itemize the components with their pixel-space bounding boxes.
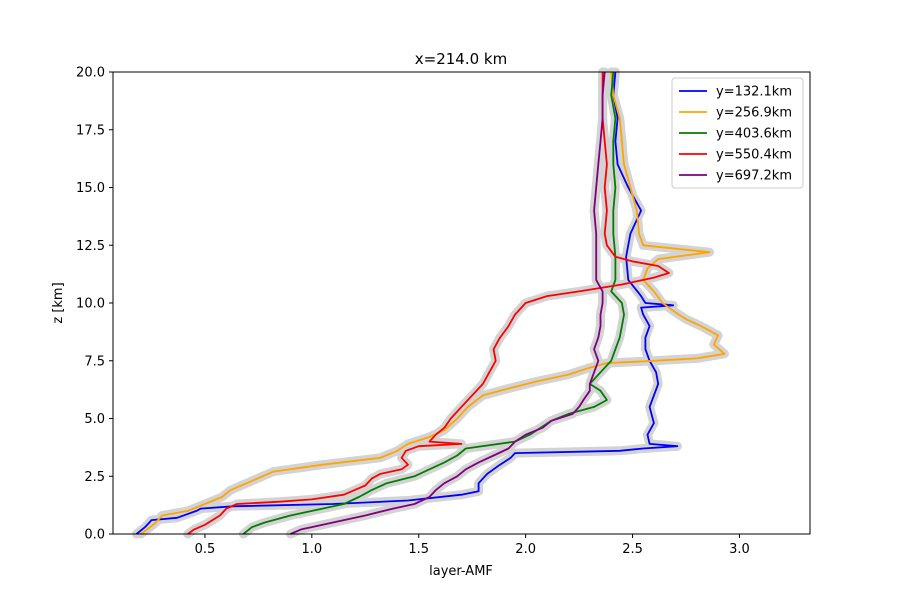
y-axis: 0.0 2.5 5.0 7.5 10.0 12.5 15.0 17.5 20.0 (76, 66, 113, 543)
y-tick-label: 20.0 (76, 66, 105, 81)
series-lines (135, 71, 726, 535)
legend-label: y=403.6km (716, 127, 792, 142)
y-tick-label: 2.5 (84, 470, 105, 485)
x-tick-label: 2.5 (622, 542, 643, 557)
legend-box (671, 77, 804, 189)
legend-label: y=132.1km (716, 85, 792, 100)
legend-label: y=256.9km (716, 106, 792, 121)
x-tick-label: 3.0 (729, 542, 750, 557)
y-tick-label: 17.5 (76, 123, 105, 138)
series-line-1 (140, 71, 726, 535)
series-line-2 (242, 71, 625, 535)
x-tick-label: 2.0 (515, 542, 536, 557)
series-line-3 (187, 72, 670, 535)
legend: y=132.1km y=256.9km y=403.6km y=550.4km y=69… (671, 77, 804, 189)
series-line-0 (135, 71, 679, 535)
y-axis-label: z [km] (51, 282, 66, 323)
chart-title: x=214.0 km (415, 50, 507, 68)
x-tick-label: 1.0 (301, 542, 322, 557)
y-tick-label: 10.0 (76, 297, 105, 312)
y-tick-label: 0.0 (84, 528, 105, 543)
legend-label: y=550.4km (716, 148, 792, 163)
x-tick-label: 1.5 (408, 542, 429, 557)
y-tick-label: 5.0 (84, 412, 105, 427)
y-tick-label: 15.0 (76, 181, 105, 196)
y-tick-label: 12.5 (76, 239, 105, 254)
x-axis-label: layer-AMF (429, 564, 493, 579)
x-axis: 0.5 1.0 1.5 2.0 2.5 3.0 (195, 534, 750, 557)
y-tick-label: 7.5 (84, 354, 105, 369)
legend-label: y=697.2km (716, 169, 792, 184)
x-tick-label: 0.5 (195, 542, 216, 557)
series-line-4 (290, 71, 606, 535)
